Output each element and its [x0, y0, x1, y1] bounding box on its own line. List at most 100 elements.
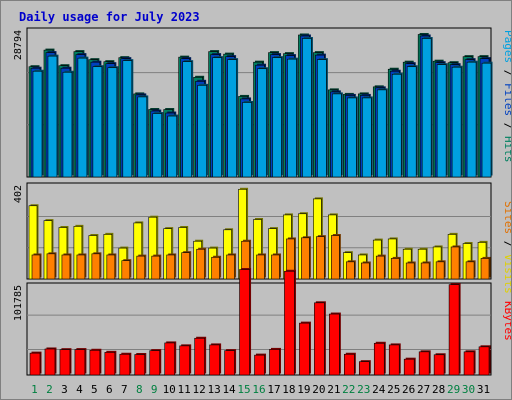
bar-pages-day-27 [421, 38, 432, 178]
legend-entry: Files [502, 83, 511, 116]
bar-kbytes-day-17 [269, 349, 280, 376]
day-label: 7 [121, 383, 128, 396]
bar-sites-day-30 [465, 261, 475, 280]
legend-entry: Pages [502, 30, 511, 63]
bar-sites-day-22 [346, 261, 355, 280]
day-label: 23 [357, 383, 370, 396]
bar-sites-day-26 [405, 262, 415, 280]
bar-pages-day-30 [466, 61, 477, 178]
day-label: 13 [207, 383, 220, 396]
bar-kbytes-day-14 [224, 350, 235, 376]
bar-sites-day-20 [316, 236, 325, 280]
bar-kbytes-day-18 [284, 270, 295, 376]
day-label: 11 [178, 383, 191, 396]
bar-sites-day-7 [121, 260, 131, 280]
bar-pages-day-7 [122, 60, 133, 178]
day-label: 6 [106, 383, 113, 396]
bar-kbytes-day-1 [29, 352, 41, 376]
bar-kbytes-day-15 [239, 269, 250, 376]
day-label: 8 [136, 383, 143, 396]
bar-pages-day-10 [167, 115, 178, 178]
bar-pages-day-29 [451, 66, 462, 178]
bar-kbytes-day-5 [89, 349, 101, 376]
chart-title: Daily usage for July 2023 [19, 10, 200, 24]
bar-kbytes-day-9 [149, 350, 161, 376]
bar-sites-day-10 [166, 254, 176, 280]
bar-pages-day-21 [332, 93, 342, 178]
bar-kbytes-day-10 [164, 342, 176, 376]
legend-entry: Visits [502, 254, 511, 294]
bar-sites-day-4 [76, 254, 86, 280]
day-label: 25 [387, 383, 400, 396]
bar-kbytes-day-31 [478, 346, 490, 376]
legend-entry: / [502, 63, 511, 83]
bar-sites-day-27 [420, 262, 430, 280]
panel-side-legend: Sites / Visits [502, 201, 511, 294]
day-label: 5 [91, 383, 98, 396]
panel-side-legend: KBytes [502, 301, 511, 341]
bar-kbytes-day-4 [74, 349, 86, 376]
bar-pages-day-28 [436, 64, 447, 178]
legend-entry: Sites [502, 201, 511, 234]
bar-pages-day-12 [197, 85, 207, 178]
bar-pages-day-20 [317, 59, 327, 178]
bar-kbytes-day-24 [373, 342, 385, 376]
bar-sites-day-3 [61, 254, 71, 280]
day-label: 17 [267, 383, 280, 396]
bar-kbytes-day-20 [314, 302, 325, 376]
bar-kbytes-day-3 [59, 349, 71, 376]
bar-sites-day-6 [106, 254, 116, 280]
day-label: 15 [237, 383, 250, 396]
bar-kbytes-day-23 [358, 361, 370, 376]
bar-pages-day-26 [406, 66, 417, 178]
bar-pages-day-31 [481, 62, 492, 178]
legend-entry: / [502, 116, 511, 136]
panel-max-label: 402 [13, 185, 24, 203]
day-label: 18 [282, 383, 295, 396]
bar-pages-day-5 [92, 66, 103, 178]
day-label: 3 [61, 383, 68, 396]
bar-kbytes-day-29 [448, 284, 460, 376]
bar-sites-day-21 [331, 235, 340, 280]
bar-pages-day-19 [302, 38, 312, 178]
bar-sites-day-29 [450, 246, 460, 280]
day-label: 12 [193, 383, 206, 396]
bar-sites-day-23 [360, 262, 370, 280]
bar-kbytes-day-25 [388, 344, 400, 376]
bar-kbytes-day-27 [418, 351, 430, 376]
bar-sites-day-8 [136, 255, 146, 280]
day-label: 28 [432, 383, 445, 396]
bar-pages-day-24 [376, 89, 387, 178]
day-label: 16 [252, 383, 265, 396]
bar-sites-day-16 [256, 254, 265, 280]
bar-kbytes-day-30 [463, 351, 475, 376]
bar-pages-day-22 [347, 97, 357, 178]
bar-pages-day-25 [391, 73, 402, 178]
bar-pages-day-14 [227, 59, 237, 178]
bar-kbytes-day-28 [433, 354, 445, 376]
day-label: 31 [477, 383, 490, 396]
bar-pages-day-16 [257, 68, 267, 178]
bar-pages-day-9 [152, 113, 163, 178]
bar-pages-day-3 [62, 71, 73, 178]
bar-pages-day-17 [272, 57, 282, 178]
bar-pages-day-18 [287, 58, 297, 178]
day-label: 20 [312, 383, 325, 396]
bar-kbytes-day-21 [329, 313, 340, 376]
bar-sites-day-14 [226, 254, 235, 280]
bar-sites-day-9 [151, 255, 161, 280]
bar-kbytes-day-19 [299, 322, 310, 376]
panel-side-legend: Pages / Files / Hits [502, 30, 511, 163]
day-label: 19 [297, 383, 310, 396]
legend-entry: / [502, 234, 511, 254]
bar-sites-day-11 [181, 252, 190, 280]
day-label: 27 [417, 383, 430, 396]
bar-sites-day-19 [301, 237, 310, 280]
bar-kbytes-day-11 [179, 345, 190, 376]
day-label: 30 [462, 383, 475, 396]
bar-pages-day-8 [137, 96, 148, 178]
bar-sites-day-25 [390, 258, 400, 280]
bar-sites-day-1 [31, 254, 41, 280]
panel-max-label: 28794 [13, 30, 24, 60]
